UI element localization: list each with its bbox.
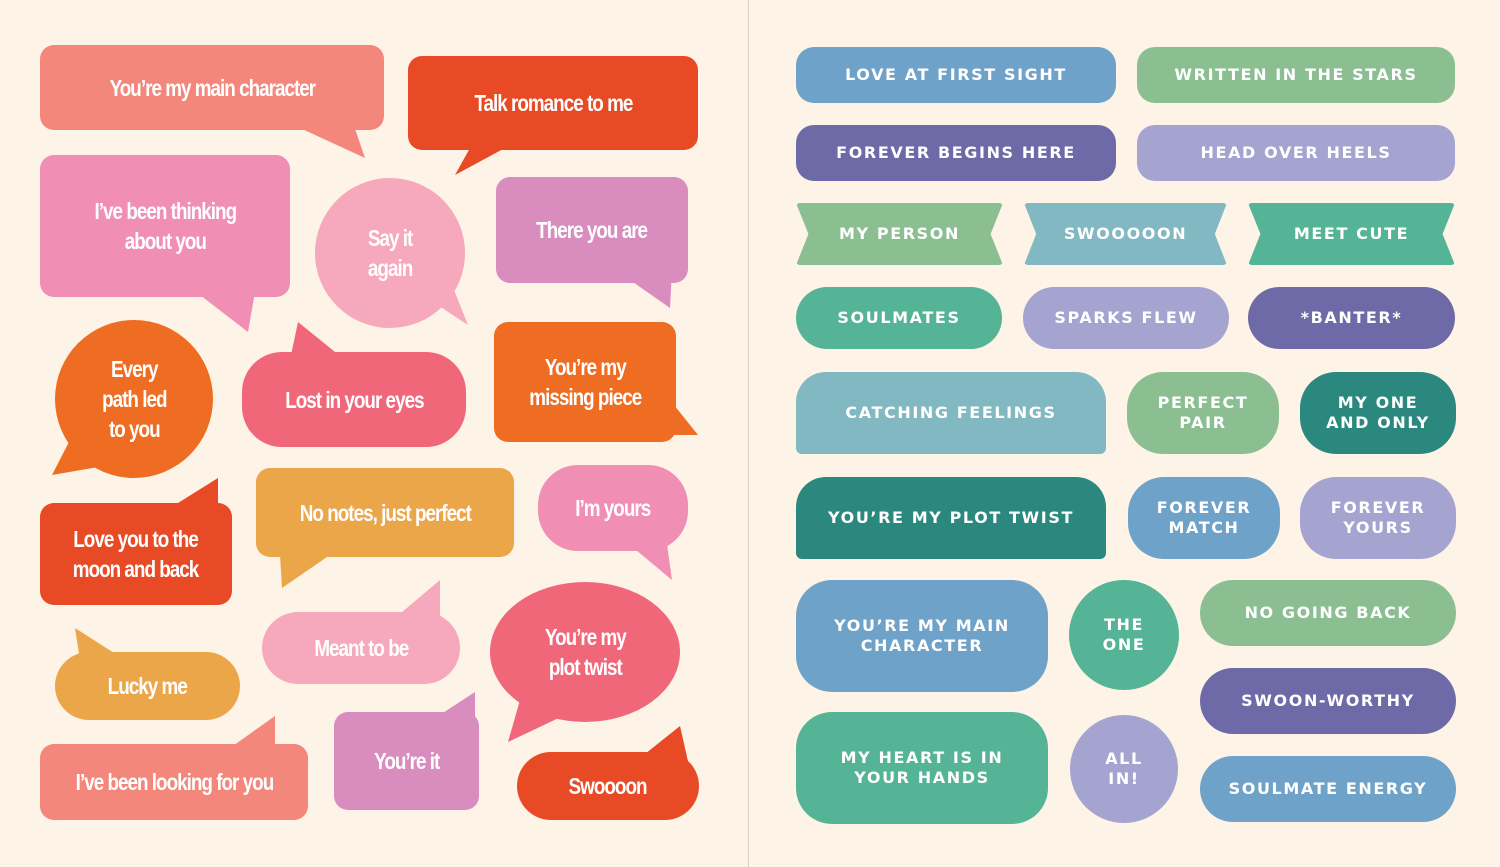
label-sticker-forever-match: FOREVER MATCH: [1128, 477, 1280, 559]
label-sticker-all-in: ALL IN!: [1070, 715, 1178, 823]
label-sticker-catching-feelings: CATCHING FEELINGS: [796, 372, 1106, 454]
label-sticker-perfect-pair: PERFECT PAIR: [1127, 372, 1279, 454]
sticker-text: I’ve been thinking about you: [94, 198, 237, 254]
label-sticker-swooooon: SWOOOOON: [1024, 203, 1227, 265]
label-sticker-my-heart-is-in-your-hands: MY HEART IS IN YOUR HANDS: [796, 712, 1048, 824]
label-sticker-my-one-and-only: MY ONE AND ONLY: [1300, 372, 1456, 454]
label-sticker-head-over-heels: HEAD OVER HEELS: [1137, 125, 1455, 181]
label-sticker-you-re-my-plot-twist: YOU’RE MY PLOT TWIST: [796, 477, 1106, 559]
label-sticker-forever-begins-here: FOREVER BEGINS HERE: [796, 125, 1116, 181]
sticker-talk-romance-to-me: Talk romance to me: [408, 56, 698, 150]
label-sticker-forever-yours: FOREVER YOURS: [1300, 477, 1456, 559]
sticker-i-ve-been-thinking-about-you: I’ve been thinking about you: [40, 155, 290, 297]
sticker-text: Lucky me: [107, 673, 188, 699]
sticker-text: Meant to be: [314, 635, 409, 661]
sticker-love-you-to-the-moon-and-back: Love you to the moon and back: [40, 503, 232, 605]
label-sticker-my-person: MY PERSON: [796, 203, 1003, 265]
sticker-you-re-my-plot-twist: You’re my plot twist: [490, 582, 680, 722]
sticker-text: Love you to the moon and back: [73, 526, 200, 582]
sticker-swoooon: Swoooon: [517, 752, 699, 820]
sticker-lost-in-your-eyes: Lost in your eyes: [242, 352, 466, 447]
label-sticker-meet-cute: MEET CUTE: [1248, 203, 1455, 265]
sticker-meant-to-be: Meant to be: [262, 612, 460, 684]
sticker-you-re-my-main-character: You’re my main character: [40, 45, 384, 130]
sticker-text: Swoooon: [569, 773, 648, 799]
sticker-text: You’re my plot twist: [544, 624, 627, 680]
sticker-text: You’re my main character: [109, 74, 316, 101]
label-sticker-you-re-my-main-character: YOU’RE MY MAIN CHARACTER: [796, 580, 1048, 692]
sticker-text: No notes, just perfect: [299, 499, 471, 526]
sticker-text: Every path led to you: [101, 356, 167, 442]
sticker-text: You’re it: [373, 748, 440, 774]
sticker-text: Say it again: [367, 225, 413, 281]
page-divider: [748, 0, 749, 867]
speech-tail: [280, 555, 330, 588]
sticker-text: Talk romance to me: [473, 90, 633, 116]
sticker-no-notes-just-perfect: No notes, just perfect: [256, 468, 514, 557]
sticker-say-it-again: Say it again: [315, 178, 465, 328]
sticker-text: I’ve been looking for you: [75, 769, 274, 795]
label-sticker-soulmate-energy: SOULMATE ENERGY: [1200, 756, 1456, 822]
speech-tail: [290, 322, 345, 360]
speech-tail: [200, 292, 255, 332]
sticker-you-re-it: You’re it: [334, 712, 479, 810]
label-sticker-soulmates: SOULMATES: [796, 287, 1002, 349]
sticker-text: There you are: [536, 217, 649, 243]
label-sticker-sparks-flew: SPARKS FLEW: [1023, 287, 1229, 349]
sticker-lucky-me: Lucky me: [55, 652, 240, 720]
sticker-text: You’re my missing piece: [529, 354, 642, 410]
sticker-text: Lost in your eyes: [284, 386, 424, 413]
label-sticker-swoon-worthy: SWOON-WORTHY: [1200, 668, 1456, 734]
sticker-text: I’m yours: [575, 495, 651, 521]
sticker-you-re-my-missing-piece: You’re my missing piece: [494, 322, 676, 442]
label-sticker-no-going-back: NO GOING BACK: [1200, 580, 1456, 646]
sticker-i-m-yours: I’m yours: [538, 465, 688, 551]
sticker-there-you-are: There you are: [496, 177, 688, 283]
sticker-i-ve-been-looking-for-you: I’ve been looking for you: [40, 744, 308, 820]
label-sticker-the-one: THE ONE: [1069, 580, 1179, 690]
label-sticker-love-at-first-sight: LOVE AT FIRST SIGHT: [796, 47, 1116, 103]
label-sticker-banter: *BANTER*: [1248, 287, 1455, 349]
label-sticker-written-in-the-stars: WRITTEN IN THE STARS: [1137, 47, 1455, 103]
speech-tail: [455, 148, 505, 175]
sticker-every-path-led-to-you: Every path led to you: [55, 320, 213, 478]
